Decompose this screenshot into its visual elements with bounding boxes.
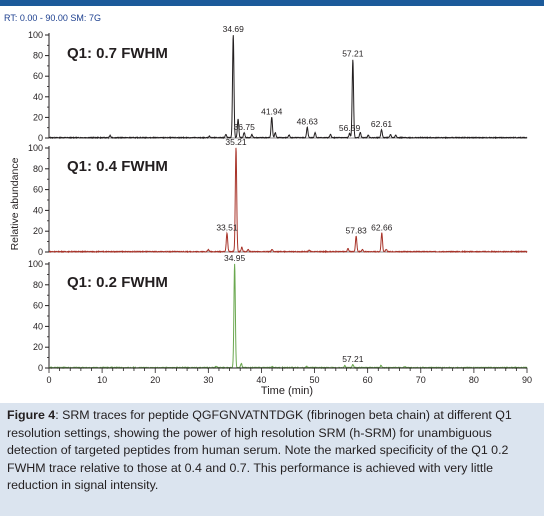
x-tick-label: 10: [97, 375, 107, 385]
x-tick-label: 0: [46, 375, 51, 385]
peak-label: 57.21: [342, 49, 364, 59]
x-tick-label: 80: [469, 375, 479, 385]
top-color-bar: [0, 0, 544, 6]
peak-label: 41.94: [261, 106, 283, 116]
peak-label: 62.61: [371, 119, 393, 129]
panel-2: 0 20 40 60 80 100 33.51 35.21 57.83 62.66 Q1: 0.4 …: [28, 137, 528, 257]
chart-panels: 0 20 40 60 80 100 34.69 36.75 41.94 48.63 56.59 57.…: [28, 24, 528, 373]
y-tick-label: 20: [33, 226, 43, 236]
y-tick-label: 60: [33, 71, 43, 81]
peak-label: 57.21: [342, 354, 364, 364]
x-tick-label: 70: [416, 375, 426, 385]
caption-background: [0, 403, 544, 516]
rt-header: RT: 0.00 - 90.00 SM: 7G: [4, 13, 101, 23]
x-tick-label: 90: [522, 375, 532, 385]
panel-1: 0 20 40 60 80 100 34.69 36.75 41.94 48.63 56.59 57.…: [28, 24, 528, 143]
rt-label: RT:: [4, 13, 18, 23]
y-tick-label: 40: [33, 205, 43, 215]
x-tick-label: 50: [310, 375, 320, 385]
y-tick-label: 100: [28, 259, 43, 269]
y-axis-title: Relative abundance: [9, 157, 21, 250]
x-axis-title: Time (min): [261, 385, 313, 397]
x-tick-label: 60: [363, 375, 373, 385]
peak-label: 34.95: [224, 253, 246, 263]
y-tick-label: 0: [38, 363, 43, 373]
y-tick-label: 100: [28, 143, 43, 153]
sm-value: 7G: [88, 13, 101, 23]
sm-label: SM:: [70, 13, 87, 23]
y-tick-label: 0: [38, 247, 43, 257]
y-tick-label: 80: [33, 51, 43, 61]
x-tick-label: 40: [256, 375, 266, 385]
figure-caption: Figure 4: SRM traces for peptide QGFGNVA…: [7, 407, 539, 495]
peak-label: 33.51: [216, 222, 238, 232]
y-tick-label: 0: [38, 133, 43, 143]
panel-3: 0 20 40 60 80 100 34.95 57.21 Q1: 0.2 FWHM: [28, 253, 528, 373]
x-tick-label: 20: [150, 375, 160, 385]
peak-label: 35.21: [225, 137, 247, 147]
panel-title: Q1: 0.2 FWHM: [67, 274, 168, 291]
peak-label: 56.59: [339, 123, 361, 133]
caption-text: : SRM traces for peptide QGFGNVATNTDGK (…: [7, 408, 512, 492]
y-tick-label: 60: [33, 301, 43, 311]
panel-title: Q1: 0.7 FWHM: [67, 45, 168, 62]
caption-figure-label: Figure 4: [7, 408, 56, 422]
y-tick-label: 40: [33, 321, 43, 331]
rt-range: 0.00 - 90.00: [19, 13, 68, 23]
chromatogram-chart: 02040608010034.6936.7541.9448.6356.5957.…: [9, 24, 532, 397]
peak-label: 57.83: [346, 225, 368, 235]
peak-label: 34.69: [223, 24, 245, 34]
peak-label: 36.75: [234, 122, 256, 132]
x-axis: 0 10 20 30 40 50 60 70 80 90: [46, 367, 532, 385]
y-tick-label: 20: [33, 342, 43, 352]
y-tick-label: 80: [33, 280, 43, 290]
y-tick-label: 100: [28, 30, 43, 40]
x-tick-label: 30: [203, 375, 213, 385]
y-tick-label: 80: [33, 164, 43, 174]
peak-label: 62.66: [371, 222, 393, 232]
trace-line: [48, 35, 528, 140]
trace-line: [48, 147, 528, 254]
y-tick-label: 60: [33, 185, 43, 195]
y-tick-label: 40: [33, 92, 43, 102]
y-tick-label: 20: [33, 112, 43, 122]
peak-label: 48.63: [297, 117, 319, 127]
panel-title: Q1: 0.4 FWHM: [67, 158, 168, 175]
